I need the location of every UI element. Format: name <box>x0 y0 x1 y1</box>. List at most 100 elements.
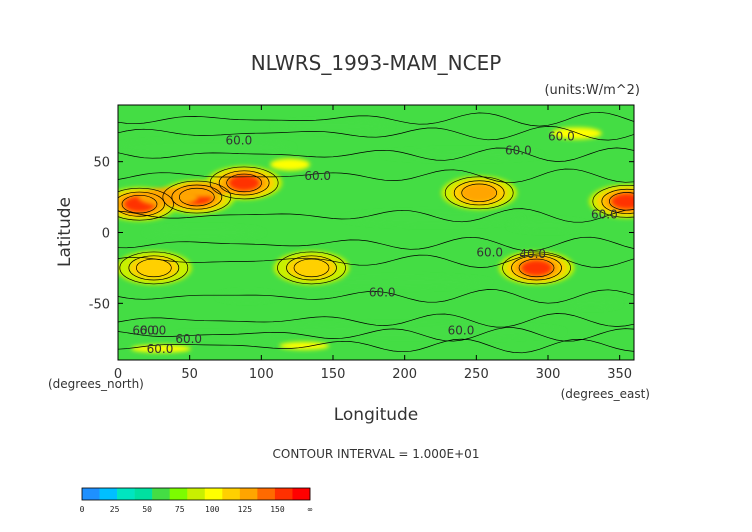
contour-ring <box>162 180 232 214</box>
contour-line <box>118 313 634 328</box>
cool-band <box>118 139 294 156</box>
contour-label: 60.0 <box>369 285 396 299</box>
colorbar-swatch <box>82 488 100 500</box>
contour-line <box>118 236 634 252</box>
colorbar-tick-label: ∞ <box>308 505 313 514</box>
colorbar-swatch <box>187 488 206 500</box>
colorbar-swatch <box>99 488 118 500</box>
contour-ring <box>502 251 571 285</box>
contour-ring <box>277 251 346 285</box>
warm-patch <box>551 127 602 140</box>
hotspot-ring <box>460 183 498 202</box>
cool-band <box>382 149 542 160</box>
units-label: (units:W/m^2) <box>544 83 640 98</box>
contour-label: 60.0 <box>147 342 174 356</box>
x-axis-label: Longitude <box>334 405 419 425</box>
contour-ring <box>226 173 262 193</box>
x-tick-label: 100 <box>249 367 274 382</box>
contour-ring <box>461 183 498 203</box>
colorbar-swatch <box>239 488 258 500</box>
contour-ring <box>209 166 279 200</box>
contour-line <box>118 338 634 354</box>
cool-band <box>561 298 621 309</box>
contour-line <box>118 327 634 342</box>
colorbar-swatch <box>222 488 241 500</box>
contour-label: 60.0 <box>591 207 618 221</box>
contour-label: 60.0 <box>304 169 331 183</box>
contour-ring <box>293 258 330 278</box>
cool-band <box>124 332 284 345</box>
contour-label: 60.0 <box>505 144 532 158</box>
contour-ring <box>444 176 514 210</box>
contour-ring <box>453 180 505 206</box>
contour-ring <box>511 255 562 281</box>
colorbar-swatch <box>292 488 311 500</box>
y-axis-ticks: -50 0 50 <box>89 156 634 312</box>
colorbar-swatch <box>257 488 276 500</box>
cool-band <box>144 226 264 239</box>
y-tick-label: 50 <box>93 156 110 171</box>
contour-interval: CONTOUR INTERVAL = 1.000E+01 <box>273 447 480 461</box>
warm-patch <box>179 183 229 197</box>
cool-band <box>343 211 524 226</box>
warm-patch <box>131 344 191 353</box>
contour-ring <box>178 187 215 207</box>
contour-line <box>118 289 634 304</box>
contour-ring <box>118 191 165 217</box>
cool-band <box>273 120 393 133</box>
contour-ring <box>171 184 223 210</box>
contour-ring <box>592 184 634 218</box>
contour-ring <box>118 187 174 221</box>
cool-band <box>290 276 491 289</box>
colorbar-tick-label: 100 <box>205 505 220 514</box>
contour-label: 60.0 <box>132 324 159 338</box>
cool-band <box>217 291 277 302</box>
contour-ring <box>218 170 270 196</box>
contour-label: 60.0 <box>226 134 253 148</box>
contour-ring <box>601 188 634 214</box>
hotspot-ring <box>287 256 336 280</box>
x-tick-label: 200 <box>392 367 417 382</box>
x-tick-label: 0 <box>114 367 122 382</box>
contour-label: 60.0 <box>448 324 475 338</box>
contour-lines <box>118 111 634 354</box>
chart-title: NLWRS_1993-MAM_NCEP <box>251 51 502 75</box>
colorbar-swatch <box>204 488 223 500</box>
contour-ring <box>128 255 180 281</box>
x-tick-label: 300 <box>536 367 561 382</box>
contour-label: 60.0 <box>548 129 575 143</box>
hotspot-ring <box>129 256 179 280</box>
colorbar-swatch <box>134 488 153 500</box>
map-field: 60.060.060.060.060.060.060.060.060.0 60.0… <box>118 105 634 360</box>
contour-label: 60.0 <box>476 246 503 260</box>
colorbar-frame <box>81 487 311 501</box>
contour-label: 40.0 <box>519 247 546 261</box>
colorbar-tick-label: 75 <box>175 505 185 514</box>
cool-band <box>244 323 565 340</box>
contour-line <box>118 253 634 268</box>
colorbar-tick-label: 125 <box>238 505 253 514</box>
y-tick-label: -50 <box>89 297 110 312</box>
colorbar-tick-label: 0 <box>80 505 85 514</box>
contour-label: 60.0 <box>140 324 167 338</box>
colorbar-tick-label: 50 <box>142 505 152 514</box>
contour-line <box>118 147 634 162</box>
colorbar: 0 25 50 75 100 125 150 ∞ <box>80 487 313 514</box>
colorbar-swatch <box>117 488 135 500</box>
x-unit-label: (degrees_east) <box>561 387 650 401</box>
contour-line <box>118 168 634 183</box>
y-unit-label: (degrees_north) <box>48 377 144 391</box>
x-tick-label: 350 <box>607 367 632 382</box>
colorbar-swatch <box>152 488 170 500</box>
colorbar-swatch <box>169 488 188 500</box>
y-axis-label: Latitude <box>55 197 75 267</box>
contour-line <box>118 111 634 127</box>
x-tick-label: 250 <box>464 367 489 382</box>
x-axis-ticks: 0 50 100 150 200 250 300 350 <box>114 105 632 382</box>
cool-band <box>508 219 588 232</box>
contour-ring <box>121 194 158 214</box>
warm-patch <box>279 341 330 350</box>
x-tick-label: 150 <box>321 367 346 382</box>
contour-line <box>118 126 634 141</box>
